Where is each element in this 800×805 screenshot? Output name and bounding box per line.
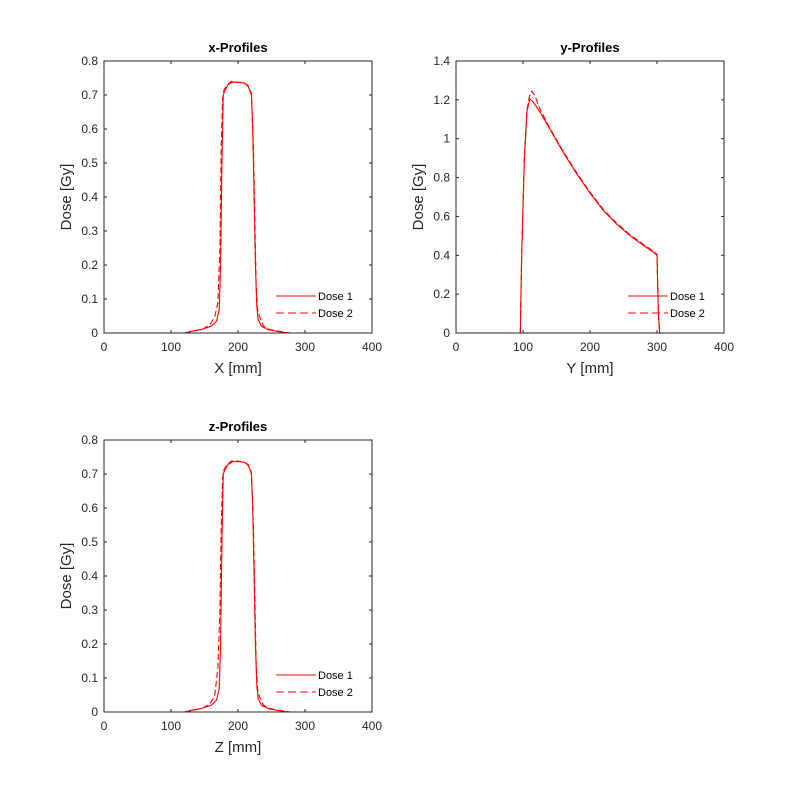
y-tick-label: 0.5 [81, 156, 98, 170]
axes-x-profiles: 0 100 200 300 400 0 0.1 0.2 0.3 0.4 0.5 0.6 0.7 0.8 x-… [58, 40, 382, 377]
y-tick-label: 0.8 [81, 54, 98, 68]
series-line-dose-2 [456, 90, 724, 334]
y-tick-label: 0.2 [81, 258, 98, 272]
y-tick-label: 0.6 [81, 501, 98, 515]
y-tick-label: 0.7 [81, 467, 98, 481]
x-tick-label: 100 [161, 719, 181, 733]
y-tick-label: 0 [91, 705, 98, 719]
y-tick-label: 1.4 [433, 54, 450, 68]
y-tick-label: 0.8 [433, 171, 450, 185]
y-tick-label: 0.4 [81, 569, 98, 583]
y-tick-label: 0.6 [433, 209, 450, 223]
x-tick-label: 200 [228, 340, 248, 354]
y-tick-label: 0.2 [433, 287, 450, 301]
y-tick-label: 0.2 [81, 637, 98, 651]
plot-area [104, 61, 372, 333]
series-group [104, 460, 372, 713]
axes-z-profiles: 0 100 200 300 400 0 0.1 0.2 0.3 0.4 0.5 0.6 0.7 0.8 z-… [58, 419, 382, 756]
x-tick-label: 100 [161, 340, 181, 354]
y-tick-label: 0.1 [81, 292, 98, 306]
x-tick-label: 100 [513, 340, 533, 354]
plot-area [456, 61, 724, 333]
legend: Dose 1 Dose 2 [628, 291, 705, 320]
series-line-dose-2 [104, 80, 372, 334]
y-tick-label: 0 [91, 326, 98, 340]
series-line-dose-2 [104, 460, 372, 713]
chart-title: x-Profiles [208, 40, 267, 55]
x-axis-label: Y [mm] [566, 360, 613, 377]
x-tick-label: 300 [647, 340, 667, 354]
x-tick-label: 400 [362, 719, 382, 733]
x-tick-label: 300 [295, 340, 315, 354]
series-group [456, 90, 724, 334]
y-axis-label: Dose [Gy] [58, 543, 75, 610]
x-tick-label: 200 [580, 340, 600, 354]
y-tick-label: 0.3 [81, 603, 98, 617]
y-tick-label: 0.8 [81, 433, 98, 447]
legend-label-2: Dose 2 [318, 687, 353, 699]
legend: Dose 1 Dose 2 [276, 670, 353, 699]
y-tick-label: 1.2 [433, 93, 450, 107]
y-tick-label: 0 [443, 326, 450, 340]
x-tick-label: 0 [101, 340, 108, 354]
series-group [104, 80, 372, 334]
x-axis-label: Z [mm] [215, 739, 262, 756]
y-axis-label: Dose [Gy] [58, 164, 75, 231]
axes-y-profiles: 0 100 200 300 400 0 0.2 0.4 0.6 0.8 1 1.2 1.4 y-Profi… [410, 40, 734, 377]
x-tick-label: 200 [228, 719, 248, 733]
y-tick-label: 1 [443, 132, 450, 146]
legend: Dose 1 Dose 2 [276, 291, 353, 320]
x-tick-label: 400 [362, 340, 382, 354]
plot-area [104, 440, 372, 712]
legend-label-2: Dose 2 [318, 308, 353, 320]
legend-label-2: Dose 2 [670, 308, 705, 320]
legend-label-1: Dose 1 [318, 291, 353, 303]
x-tick-label: 0 [453, 340, 460, 354]
x-tick-label: 300 [295, 719, 315, 733]
y-tick-label: 0.4 [433, 248, 450, 262]
y-tick-label: 0.1 [81, 671, 98, 685]
chart-title: y-Profiles [560, 40, 619, 55]
y-tick-label: 0.4 [81, 190, 98, 204]
x-tick-label: 400 [714, 340, 734, 354]
y-tick-label: 0.7 [81, 88, 98, 102]
chart-title: z-Profiles [209, 419, 268, 434]
y-tick-label: 0.5 [81, 535, 98, 549]
x-axis-label: X [mm] [214, 360, 262, 377]
y-tick-label: 0.3 [81, 224, 98, 238]
legend-label-1: Dose 1 [318, 670, 353, 682]
legend-label-1: Dose 1 [670, 291, 705, 303]
x-tick-label: 0 [101, 719, 108, 733]
y-axis-label: Dose [Gy] [410, 164, 427, 231]
y-tick-label: 0.6 [81, 122, 98, 136]
